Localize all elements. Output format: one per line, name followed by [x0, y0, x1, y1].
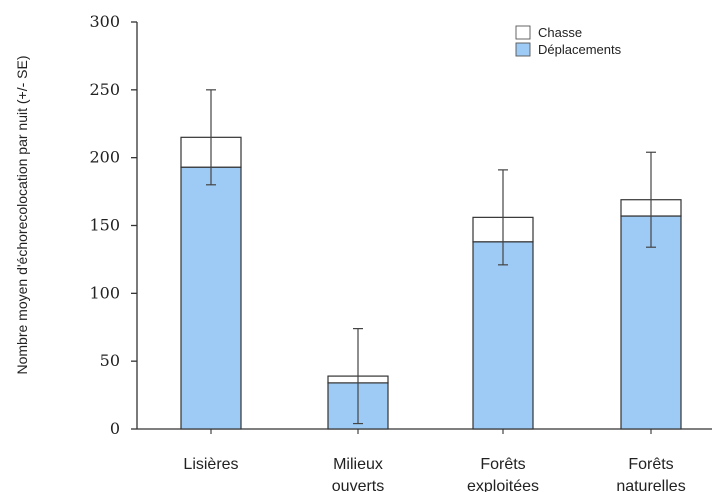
bar-deplacements [472, 241, 534, 430]
bar-deplacements [620, 215, 682, 430]
legend: Chasse Déplacements [515, 25, 622, 57]
ticks-layer: 0 50 100 150 200 250 300 Lisières Milieux ouverts… [89, 12, 685, 492]
y-tick-label: 200 [89, 148, 120, 167]
x-tick-label: exploitées [467, 478, 539, 492]
y-axis-label: Nombre moyen d'échorecolocation par nuit… [14, 56, 30, 375]
x-tick-label: Forêts [480, 456, 525, 473]
y-tick-label: 300 [89, 12, 120, 31]
x-tick-label: Milieux [333, 456, 383, 473]
x-tick-label: Forêts [628, 456, 673, 473]
y-tick-label: 50 [100, 351, 120, 370]
legend-swatch [515, 25, 531, 40]
x-tick-label: Lisières [183, 456, 238, 473]
error-bars-layer [206, 89, 656, 425]
y-tick-label: 250 [89, 80, 120, 99]
legend-label: Chasse [538, 25, 582, 40]
x-tick-label: ouverts [332, 478, 384, 492]
y-tick-label: 150 [89, 216, 120, 235]
bars-layer [180, 136, 682, 430]
legend-label: Déplacements [538, 42, 622, 57]
bar-deplacements [180, 166, 242, 430]
y-tick-label: 100 [89, 283, 120, 302]
legend-swatch [515, 42, 531, 57]
y-tick-label: 0 [110, 419, 120, 438]
x-tick-label: naturelles [616, 478, 685, 492]
